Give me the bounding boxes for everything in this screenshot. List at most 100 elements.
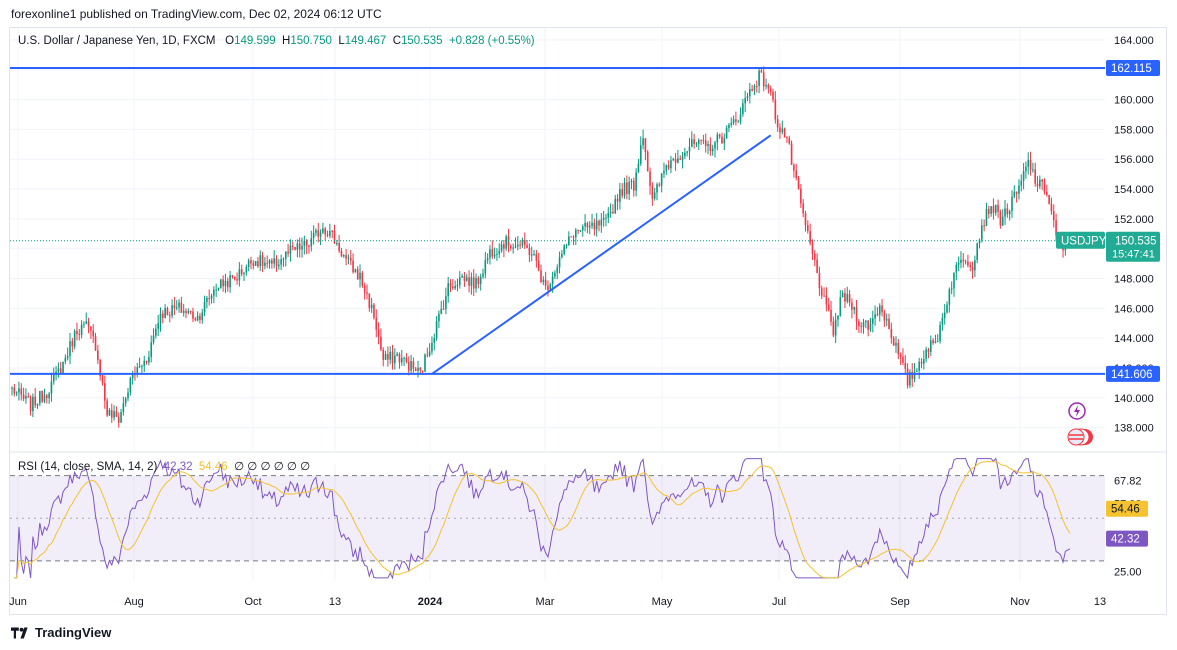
- candle-body: [839, 297, 842, 316]
- candle-body: [289, 245, 292, 254]
- candle-body: [1025, 166, 1027, 172]
- candle-body: [233, 276, 236, 280]
- rsi-sma-line: [14, 461, 1071, 579]
- candle-body: [528, 247, 531, 256]
- time-tick-label: May: [652, 596, 673, 608]
- candle-body: [556, 267, 559, 273]
- candle-body: [983, 225, 985, 227]
- candle-body: [639, 145, 642, 164]
- candle-body: [259, 255, 262, 267]
- candle-body: [194, 318, 197, 321]
- candle-body: [250, 260, 252, 264]
- footer-brand[interactable]: TradingView: [11, 625, 111, 640]
- publisher-line: forexonline1 published on TradingView.co…: [11, 7, 382, 21]
- candle-body: [598, 220, 600, 226]
- candle-body: [1050, 203, 1053, 212]
- candle-body: [155, 328, 157, 336]
- candle-body: [1029, 159, 1032, 170]
- candle-body: [461, 275, 463, 278]
- candle-body: [955, 264, 958, 273]
- candle-body: [298, 243, 301, 250]
- candle-body: [760, 70, 763, 73]
- candle-body: [526, 245, 528, 248]
- candle-body: [438, 313, 440, 322]
- candle-body: [832, 321, 835, 336]
- price-tick-label: 152.000: [1114, 214, 1154, 226]
- candle-body: [644, 138, 647, 153]
- candle-body: [1043, 181, 1046, 192]
- candle-body: [542, 279, 545, 283]
- candle-body: [967, 261, 969, 266]
- rsi-sma-badge: 54.46: [1111, 504, 1140, 516]
- candle-body: [101, 376, 104, 384]
- candle-body: [978, 239, 981, 244]
- candle-body: [971, 267, 974, 271]
- candle-body: [387, 353, 389, 360]
- candle-body: [626, 182, 628, 195]
- candle-body: [273, 258, 275, 264]
- low-value: 149.467: [344, 35, 387, 47]
- candle-body: [830, 309, 832, 322]
- time-tick-label: 13: [329, 596, 341, 608]
- candle-body: [64, 357, 67, 362]
- candle-body: [463, 275, 466, 281]
- candle-body: [939, 324, 941, 342]
- candle-body: [702, 140, 705, 142]
- candle-body: [440, 308, 443, 314]
- candle-body: [220, 279, 222, 288]
- candle-body: [909, 371, 911, 386]
- candle-body: [310, 237, 313, 247]
- candle-body: [797, 178, 800, 189]
- candle-body: [424, 354, 426, 372]
- candle-body: [13, 387, 16, 394]
- candle-body: [157, 323, 159, 329]
- candle-body: [206, 298, 208, 302]
- candle-body: [268, 260, 271, 264]
- rsi-line: [14, 457, 1071, 580]
- candle-body: [987, 208, 990, 214]
- candle-body: [482, 273, 484, 277]
- candle-body: [426, 354, 429, 356]
- candle-body: [122, 403, 125, 412]
- candle-body: [848, 294, 851, 303]
- candle-body: [215, 289, 217, 291]
- candle-body: [635, 172, 637, 191]
- candle-body: [113, 411, 115, 418]
- candle-body: [623, 182, 626, 196]
- candle-body: [899, 354, 902, 357]
- candle-body: [182, 310, 185, 313]
- candle-body: [521, 240, 524, 246]
- candle-body: [684, 152, 686, 157]
- time-tick-label: Nov: [1010, 596, 1030, 608]
- candle-body: [619, 189, 621, 202]
- candle-body: [120, 411, 122, 423]
- candle-body: [349, 257, 352, 261]
- candle-body: [781, 128, 784, 133]
- candle-body: [969, 265, 972, 268]
- time-tick-label: 13: [1094, 596, 1106, 608]
- candle-body: [663, 170, 665, 174]
- candle-body: [1055, 220, 1057, 236]
- candle-body: [224, 280, 227, 287]
- time-tick-label: Sep: [890, 596, 910, 608]
- rsi-sma-badge-bg: [1106, 500, 1148, 517]
- candle-body: [287, 251, 289, 254]
- candle-body: [530, 254, 533, 256]
- candle-body: [407, 361, 410, 371]
- candle-body: [39, 390, 41, 404]
- candle-body: [962, 259, 965, 262]
- candle-body: [904, 362, 907, 369]
- symbol-badge: USDJPY: [1061, 236, 1107, 248]
- candle-body: [52, 374, 55, 382]
- candle-body: [71, 341, 74, 347]
- price-legend: U.S. Dollar / Japanese Yen, 1D, FXCM O14…: [18, 35, 535, 47]
- candle-body: [890, 328, 893, 339]
- candle-body: [445, 296, 447, 309]
- candle-body: [614, 198, 617, 214]
- candle-body: [563, 245, 566, 254]
- candle-body: [435, 321, 438, 339]
- candle-body: [312, 232, 315, 238]
- candle-body: [936, 341, 939, 343]
- candle-body: [271, 260, 273, 264]
